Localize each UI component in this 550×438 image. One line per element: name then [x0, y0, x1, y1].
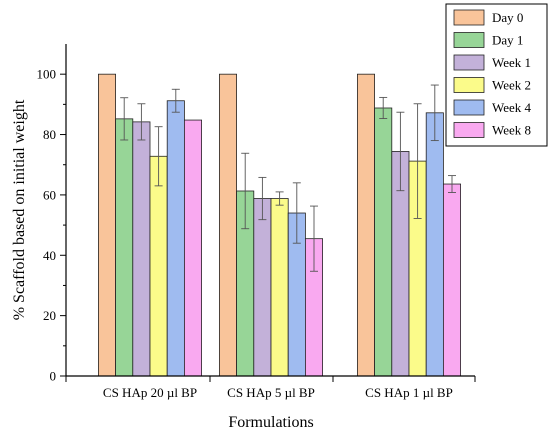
- error-bar: [413, 103, 422, 219]
- legend-label: Week 4: [492, 100, 532, 115]
- bar: [115, 118, 134, 377]
- y-tick-label: 100: [37, 67, 57, 82]
- y-tick-label: 20: [43, 308, 56, 323]
- error-bar: [310, 205, 318, 272]
- x-tick-label: CS HAp 5 µl BP: [227, 385, 315, 400]
- legend-swatch: [453, 9, 485, 26]
- legend-item: Week 1: [453, 54, 531, 71]
- legend-swatch: [453, 77, 485, 93]
- y-tick-label: 0: [50, 369, 57, 384]
- bars-layer: [98, 73, 461, 377]
- legend-item: Day 0: [453, 9, 523, 26]
- error-bar: [275, 191, 284, 206]
- bar: [149, 155, 168, 377]
- bar: [166, 100, 185, 377]
- error-bars-layer: [120, 84, 456, 272]
- legend-items: Day 0 Day 1 Week 1 Week 2 Week 4 Week 8: [453, 9, 532, 138]
- x-axis: CS HAp 20 µl BP CS HAp 5 µl BP CS HAp 1 µl…: [65, 375, 476, 400]
- legend-item: Day 1: [453, 32, 523, 48]
- error-bar: [379, 96, 388, 119]
- bar: [183, 119, 202, 377]
- legend-label: Week 1: [492, 55, 531, 70]
- legend-item: Week 2: [453, 77, 531, 93]
- x-tick-label: CS HAp 20 µl BP: [103, 385, 197, 400]
- legend-swatch: [453, 99, 485, 116]
- legend-swatch: [453, 122, 485, 138]
- legend-label: Day 1: [492, 33, 523, 48]
- error-bar: [241, 152, 250, 230]
- y-tick-label: 60: [43, 187, 56, 202]
- legend-label: Day 0: [492, 10, 523, 25]
- error-bar: [154, 126, 163, 187]
- bar: [132, 121, 151, 377]
- y-tick-label: 40: [43, 248, 56, 263]
- x-tick-group: CS HAp 20 µl BP CS HAp 5 µl BP CS HAp 1 µl…: [65, 376, 476, 400]
- bar: [425, 112, 444, 377]
- bar: [374, 107, 393, 377]
- error-bar: [292, 182, 301, 244]
- legend-label: Week 2: [492, 78, 531, 93]
- y-axis-label: % Scaffold based on initial weight: [11, 99, 28, 320]
- legend-swatch: [453, 32, 485, 48]
- y-tick-group: 0 20 40 60 80 100: [37, 67, 66, 384]
- error-bar: [258, 176, 267, 221]
- legend-label: Week 8: [492, 123, 531, 138]
- error-bar: [448, 175, 456, 193]
- y-tick-label: 80: [43, 127, 56, 142]
- error-bar: [137, 103, 146, 141]
- legend-item: Week 8: [453, 122, 531, 138]
- bar: [218, 73, 237, 377]
- error-bar: [120, 97, 129, 141]
- bar: [442, 183, 461, 377]
- error-bar: [430, 84, 439, 142]
- error-bar: [171, 88, 180, 113]
- legend: Day 0 Day 1 Week 1 Week 2 Week 4 Week 8: [445, 3, 548, 147]
- x-axis-label: Formulations: [228, 414, 313, 431]
- bar: [98, 73, 117, 377]
- x-tick-label: CS HAp 1 µl BP: [365, 385, 453, 400]
- error-bar: [396, 111, 405, 192]
- bar: [356, 73, 375, 377]
- legend-swatch: [453, 54, 485, 71]
- y-axis: 0 20 40 60 80 100: [37, 44, 67, 384]
- bar: [270, 198, 289, 377]
- legend-item: Week 4: [453, 99, 532, 116]
- bar: [253, 198, 272, 377]
